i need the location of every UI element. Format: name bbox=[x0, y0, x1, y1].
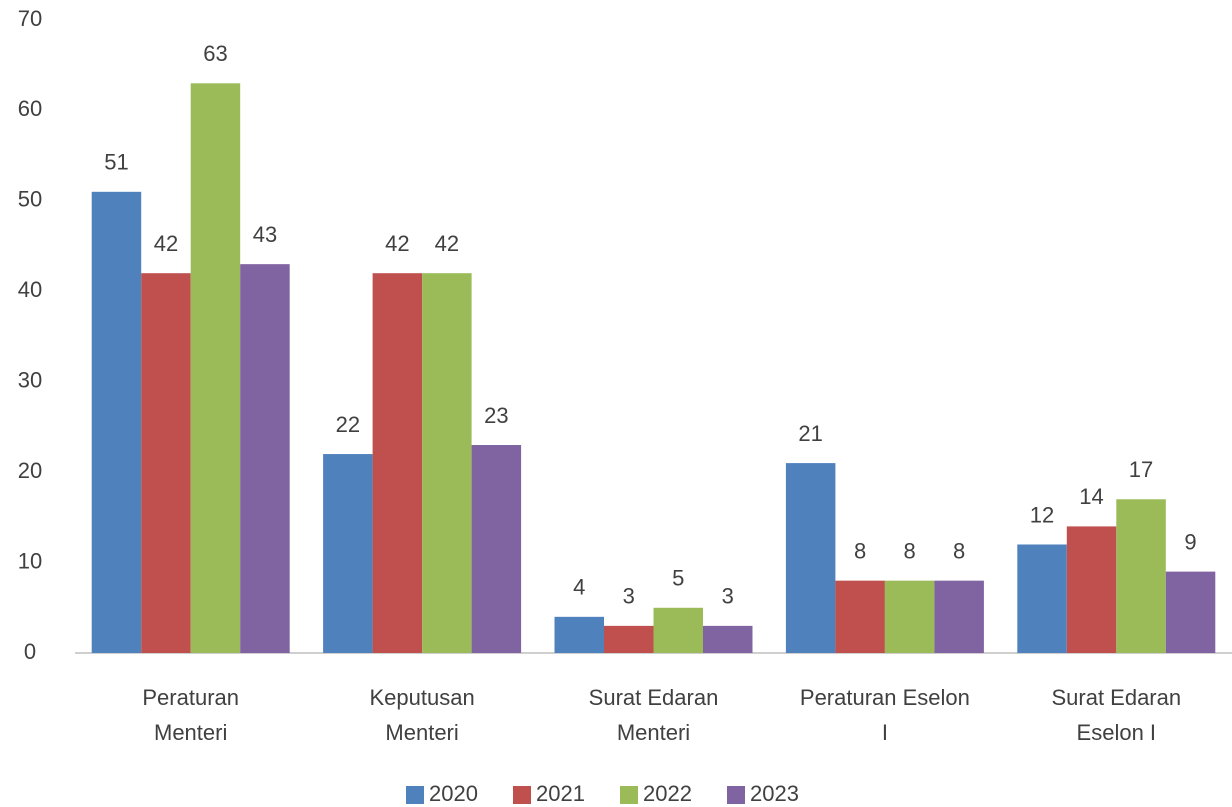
bar bbox=[422, 273, 472, 653]
bar bbox=[240, 264, 290, 653]
bar bbox=[1066, 526, 1117, 653]
bar bbox=[703, 625, 753, 653]
data-label: 3 bbox=[722, 584, 734, 609]
x-tick-label: Surat Edaran Menteri bbox=[588, 685, 719, 745]
data-label: 23 bbox=[484, 403, 508, 428]
data-label: 4 bbox=[573, 575, 585, 600]
y-tick-label: 70 bbox=[18, 6, 42, 31]
data-label: 8 bbox=[904, 538, 916, 563]
bar bbox=[1116, 499, 1166, 653]
data-label: 8 bbox=[953, 538, 965, 563]
bar bbox=[604, 625, 654, 653]
bar bbox=[323, 454, 373, 653]
bar bbox=[190, 83, 241, 654]
legend-swatch bbox=[513, 786, 531, 804]
legend-label: 2021 bbox=[536, 781, 585, 806]
bar bbox=[554, 616, 604, 653]
x-tick-label: Peraturan Eselon I bbox=[799, 685, 970, 745]
y-tick-label: 50 bbox=[18, 187, 42, 212]
bar bbox=[91, 191, 142, 654]
bar bbox=[884, 580, 935, 653]
legend-label: 2022 bbox=[643, 781, 692, 806]
x-tick-label: Keputusan Menteri bbox=[369, 685, 475, 745]
x-tick-label: Peraturan Menteri bbox=[142, 685, 239, 745]
y-tick-label: 0 bbox=[24, 639, 36, 664]
y-tick-label: 10 bbox=[18, 548, 42, 573]
data-label: 17 bbox=[1129, 457, 1153, 482]
legend-swatch bbox=[727, 786, 745, 804]
data-label: 9 bbox=[1184, 529, 1196, 554]
data-label: 3 bbox=[623, 584, 635, 609]
data-label: 8 bbox=[854, 538, 866, 563]
bar bbox=[934, 580, 984, 653]
bar bbox=[1017, 544, 1067, 653]
y-tick-label: 40 bbox=[18, 277, 42, 302]
data-label: 42 bbox=[154, 231, 178, 256]
data-label: 12 bbox=[1030, 502, 1054, 527]
bar bbox=[372, 273, 423, 653]
legend-label: 2020 bbox=[429, 781, 478, 806]
bar bbox=[1165, 571, 1216, 653]
bar bbox=[471, 445, 522, 653]
legend-swatch bbox=[620, 786, 638, 804]
data-label: 22 bbox=[336, 412, 360, 437]
data-label: 21 bbox=[798, 421, 822, 446]
data-label: 51 bbox=[104, 150, 128, 175]
data-label: 42 bbox=[385, 231, 409, 256]
y-tick-label: 30 bbox=[18, 368, 42, 393]
y-tick-label: 20 bbox=[18, 458, 42, 483]
data-label: 43 bbox=[253, 222, 277, 247]
data-label: 5 bbox=[672, 566, 684, 591]
legend-label: 2023 bbox=[750, 781, 799, 806]
bar bbox=[653, 607, 703, 653]
bar bbox=[141, 273, 191, 653]
data-label: 14 bbox=[1079, 484, 1103, 509]
data-label: 63 bbox=[203, 41, 227, 66]
bar bbox=[835, 580, 885, 653]
y-tick-label: 60 bbox=[18, 96, 42, 121]
x-tick-label: Surat Edaran Eselon I bbox=[1051, 685, 1182, 745]
bar bbox=[785, 463, 836, 653]
data-label: 42 bbox=[435, 231, 459, 256]
legend-swatch bbox=[406, 786, 424, 804]
